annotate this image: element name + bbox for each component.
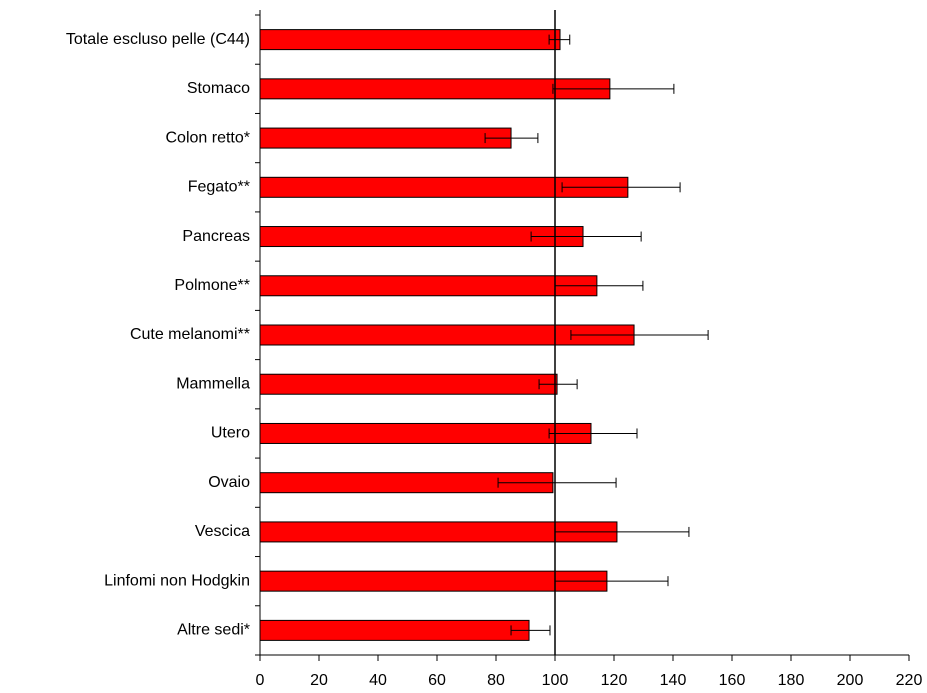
x-tick-label: 200 [837, 672, 864, 689]
x-tick-label: 160 [719, 672, 746, 689]
bar [259, 422, 592, 444]
y-tick-label: Utero [211, 425, 250, 442]
x-tick-label: 180 [778, 672, 805, 689]
y-tick-label: Pancreas [182, 228, 250, 245]
bar [259, 275, 598, 297]
y-tick-label: Polmone** [174, 277, 250, 294]
y-tick-label: Cute melanomi** [130, 326, 250, 343]
y-tick-label: Fegato** [188, 179, 250, 196]
x-tick-label: 80 [487, 672, 505, 689]
bar [259, 373, 558, 395]
x-tick-label: 100 [542, 672, 569, 689]
y-tick-label: Altre sedi* [177, 622, 250, 639]
y-tick-label: Totale escluso pelle (C44) [66, 31, 250, 48]
y-tick-label: Stomaco [187, 80, 250, 97]
x-tick-label: 40 [369, 672, 387, 689]
bar [259, 29, 561, 51]
y-tick-label: Mammella [176, 375, 250, 392]
y-tick-label: Ovaio [208, 474, 250, 491]
bar [259, 619, 530, 641]
x-tick-label: 220 [896, 672, 923, 689]
bar [259, 127, 512, 149]
x-tick-label: 60 [428, 672, 446, 689]
y-tick-label: Linfomi non Hodgkin [104, 572, 250, 589]
y-tick-label: Colon retto* [166, 129, 251, 146]
y-tick-label: Vescica [195, 523, 250, 540]
x-tick-label: 20 [310, 672, 328, 689]
x-tick-label: 0 [256, 672, 265, 689]
x-tick-label: 120 [601, 672, 628, 689]
x-tick-label: 140 [660, 672, 687, 689]
